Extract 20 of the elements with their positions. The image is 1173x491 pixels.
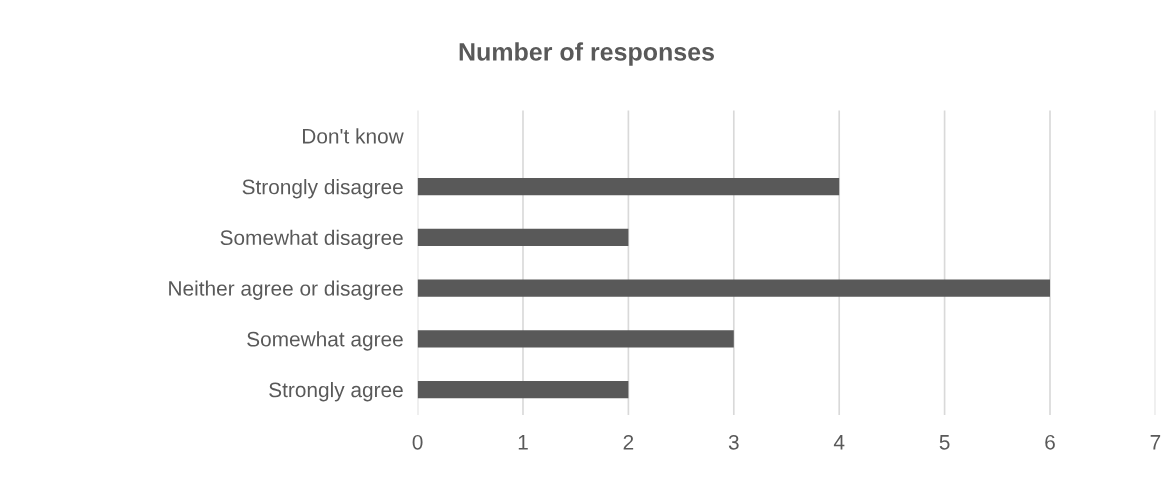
- chart-title: Number of responses: [459, 42, 714, 66]
- x-tick-label: 5: [939, 435, 950, 450]
- x-tick-label: 2: [623, 434, 634, 450]
- bar: [417, 177, 840, 196]
- y-tick-label: Somewhat disagree: [220, 229, 403, 250]
- y-tick-label: Somewhat agree: [247, 331, 403, 351]
- y-tick-label: Strongly agree: [269, 381, 403, 402]
- y-tick-label: Neither agree or disagree: [169, 280, 403, 300]
- x-tick-label: 3: [728, 434, 739, 450]
- x-tick-label: 4: [833, 435, 845, 450]
- bar: [417, 279, 1050, 297]
- x-tick-label: 0: [412, 434, 423, 450]
- y-tick-label: Strongly disagree: [242, 179, 403, 199]
- x-tick-label: 1: [518, 435, 528, 450]
- y-tick-label: Don't know: [303, 128, 404, 144]
- bar: [417, 380, 629, 399]
- x-tick-label: 7: [1150, 435, 1161, 450]
- bar: [417, 228, 629, 246]
- x-tick-label: 6: [1045, 434, 1055, 450]
- bar: [417, 330, 734, 348]
